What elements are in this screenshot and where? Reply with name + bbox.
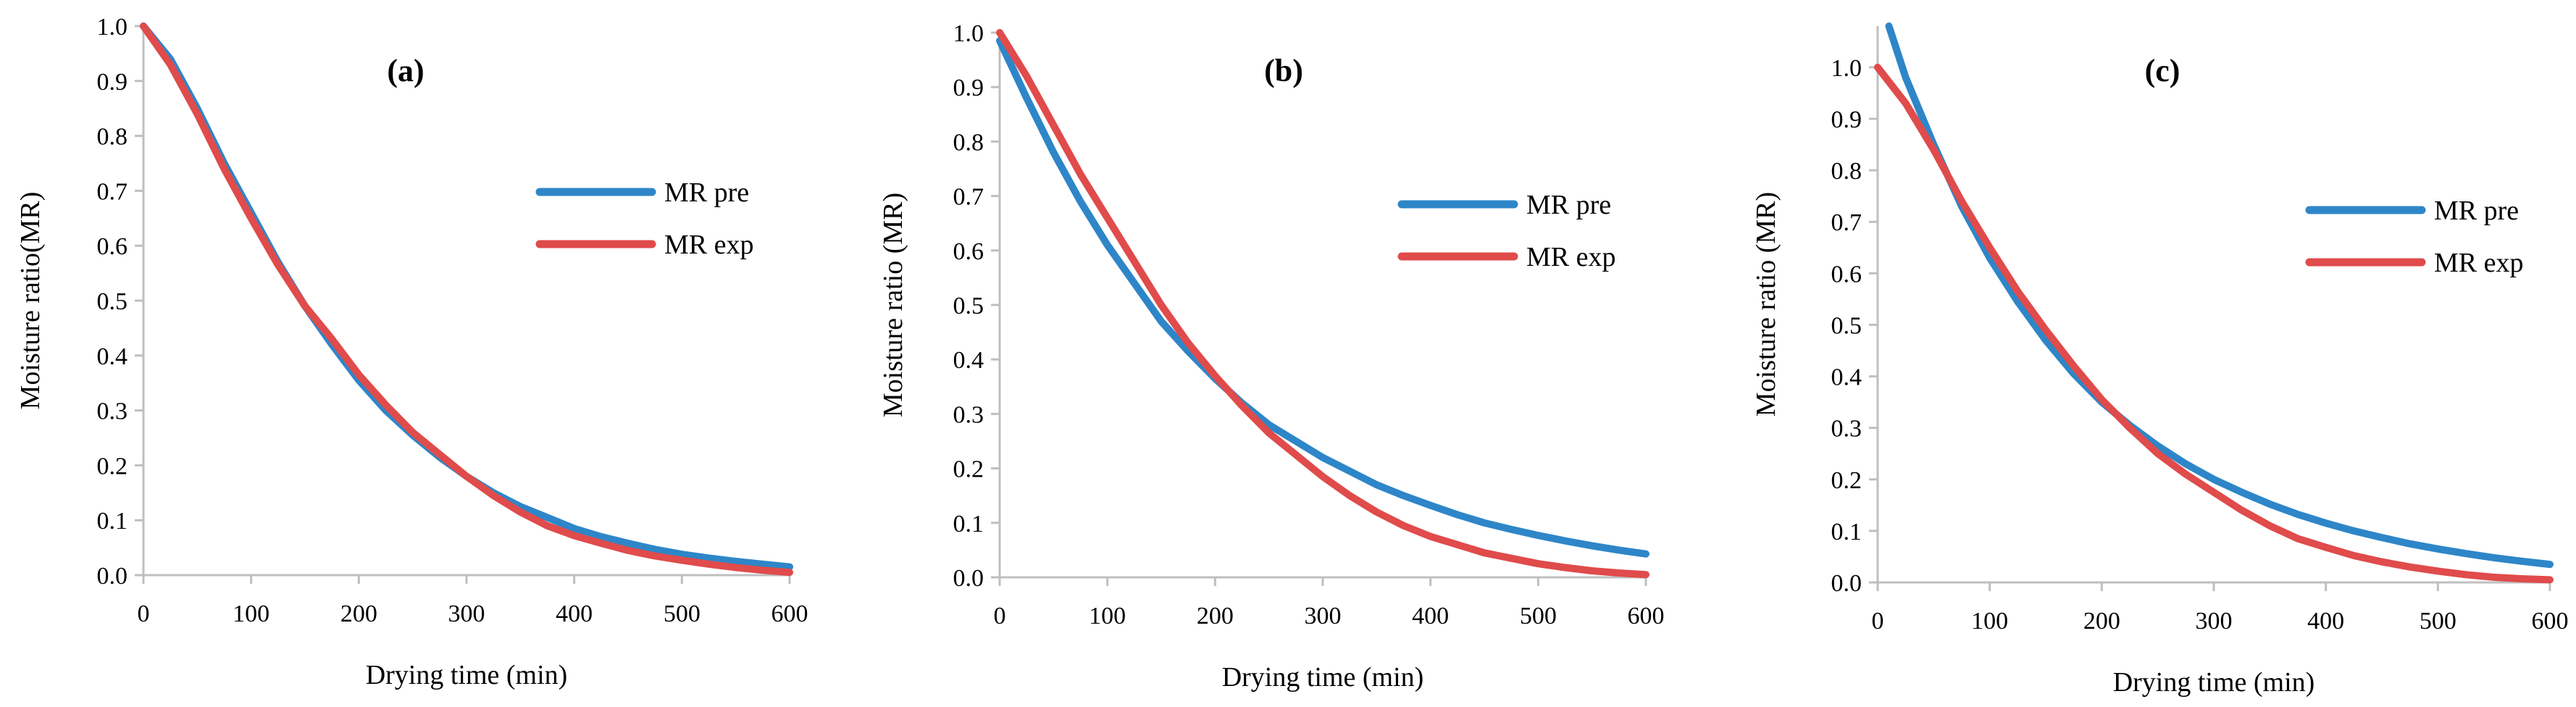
- x-tick-label: 200: [340, 601, 377, 627]
- y-tick-label: 1.0: [97, 14, 128, 41]
- y-tick-label: 0.8: [97, 124, 128, 151]
- y-tick-label: 0.9: [97, 69, 128, 96]
- legend-label-mr-exp: MR exp: [2434, 248, 2524, 278]
- y-axis-title: Moisture ratio(MR): [15, 192, 46, 410]
- panel-label: (b): [1264, 53, 1303, 88]
- y-tick-label: 0.3: [97, 398, 128, 425]
- y-tick-label: 0.1: [97, 508, 128, 535]
- x-tick-label: 200: [1197, 603, 1234, 629]
- legend-label-mr-pre: MR pre: [1526, 190, 1611, 220]
- y-tick-label: 1.0: [953, 20, 984, 47]
- x-tick-label: 300: [1305, 603, 1342, 629]
- y-tick-label: 0.2: [1831, 467, 1862, 494]
- y-tick-label: 0.5: [1831, 312, 1862, 339]
- x-tick-label: 100: [1089, 603, 1126, 629]
- x-tick-label: 600: [2532, 608, 2569, 635]
- chart-panel-1: 0.0 0.1 0.2 0.3 0.4 0.5 0.6 0.7 0.8 0.9 1.0 0 100 200…: [15, 14, 808, 690]
- y-tick-label: 0.8: [1831, 158, 1862, 185]
- series-line-mr-exp: [1874, 63, 2554, 584]
- y-tick-label: 0.8: [953, 129, 984, 156]
- x-tick-label: 0: [994, 603, 1006, 629]
- y-tick-label: 0.2: [953, 456, 984, 483]
- series-line-mr-pre: [996, 37, 1649, 558]
- y-tick-label: 0.9: [953, 75, 984, 101]
- y-tick-label: 0.6: [97, 233, 128, 260]
- y-tick-label: 0.7: [953, 184, 984, 211]
- chart-panel-2: 0.0 0.1 0.2 0.3 0.4 0.5 0.6 0.7 0.8 0.9 1.0 0 100 200…: [878, 20, 1665, 693]
- x-tick-label: 300: [448, 601, 485, 627]
- legend-label-mr-exp: MR exp: [1526, 242, 1616, 272]
- y-tick-label: 0.9: [1831, 106, 1862, 133]
- panel-label: (c): [2145, 53, 2180, 88]
- x-tick-label: 100: [233, 601, 269, 627]
- y-tick-label: 0.3: [953, 401, 984, 428]
- series-line-mr-pre: [1885, 22, 2554, 569]
- x-tick-label: 400: [1412, 603, 1449, 629]
- x-tick-label: 400: [556, 601, 593, 627]
- x-tick-label: 0: [138, 601, 150, 627]
- legend-label-mr-pre: MR pre: [2434, 196, 2519, 226]
- series-line-mr-pre: [140, 22, 793, 571]
- x-tick-label: 500: [664, 601, 701, 627]
- x-tick-label: 600: [771, 601, 808, 627]
- x-tick-label: 100: [1971, 608, 2008, 635]
- x-tick-label: 300: [2196, 608, 2233, 635]
- y-tick-label: 0.5: [953, 293, 984, 319]
- x-axis-title: Drying time (min): [2113, 667, 2315, 698]
- y-tick-label: 0.7: [97, 178, 128, 205]
- legend-label-mr-pre: MR pre: [664, 177, 749, 208]
- series-line-mr-exp: [996, 29, 1649, 579]
- legend-label-mr-exp: MR exp: [664, 230, 754, 260]
- y-tick-label: 0.0: [97, 563, 128, 590]
- y-tick-label: 0.7: [1831, 209, 1862, 236]
- y-tick-label: 0.1: [1831, 519, 1862, 545]
- y-tick-label: 0.0: [1831, 570, 1862, 597]
- y-tick-label: 0.0: [953, 565, 984, 592]
- y-axis-title: Moisture ratio (MR): [1751, 192, 1781, 417]
- y-tick-label: 0.5: [97, 288, 128, 315]
- x-tick-label: 500: [2420, 608, 2456, 635]
- x-tick-label: 500: [1520, 603, 1557, 629]
- x-tick-label: 200: [2083, 608, 2120, 635]
- y-tick-label: 0.3: [1831, 416, 1862, 443]
- chart-panel-3: 0.0 0.1 0.2 0.3 0.4 0.5 0.6 0.7 0.8 0.9 1.0 0 100 200…: [1751, 22, 2569, 698]
- y-tick-label: 0.4: [97, 343, 128, 370]
- y-tick-label: 0.4: [953, 347, 984, 374]
- y-tick-label: 0.6: [953, 238, 984, 265]
- y-tick-label: 0.1: [953, 511, 984, 537]
- y-tick-label: 0.4: [1831, 364, 1862, 391]
- y-tick-label: 0.6: [1831, 261, 1862, 288]
- x-tick-label: 0: [1872, 608, 1884, 635]
- x-tick-label: 400: [2307, 608, 2344, 635]
- y-tick-label: 0.2: [97, 453, 128, 480]
- panel-label: (a): [387, 53, 424, 88]
- series-line-mr-exp: [140, 22, 793, 577]
- y-tick-label: 1.0: [1831, 55, 1862, 82]
- x-axis-title: Drying time (min): [366, 660, 568, 690]
- x-tick-label: 600: [1628, 603, 1665, 629]
- y-axis-title: Moisture ratio (MR): [878, 193, 908, 417]
- x-axis-title: Drying time (min): [1222, 662, 1424, 693]
